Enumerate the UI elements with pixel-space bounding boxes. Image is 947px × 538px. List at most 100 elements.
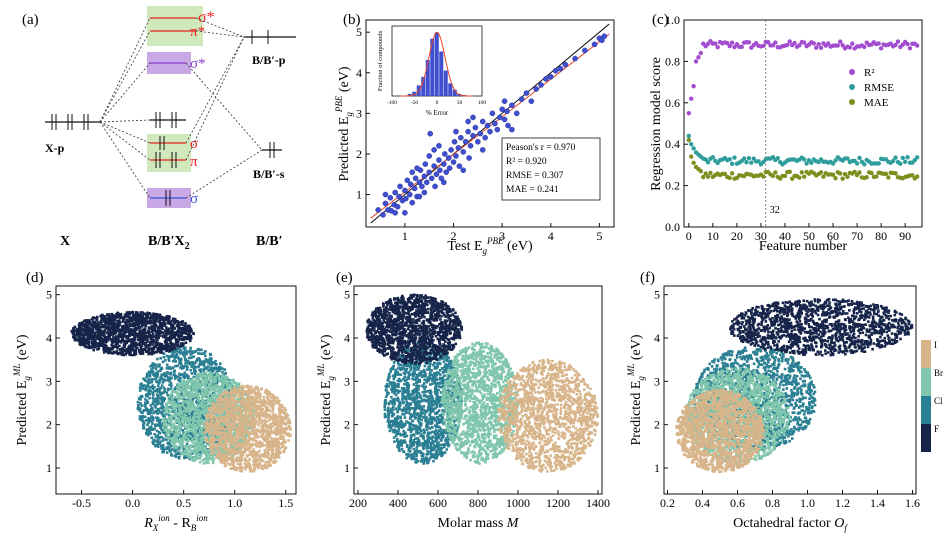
cluster-point-Br bbox=[177, 395, 181, 399]
cluster-point-Br bbox=[186, 400, 190, 403]
cluster-point-Cl bbox=[163, 388, 167, 391]
cluster-point-I bbox=[248, 388, 252, 391]
cluster-point-Br bbox=[213, 398, 217, 401]
cluster-point-Br bbox=[170, 440, 173, 444]
data-point bbox=[404, 177, 411, 184]
series-point bbox=[907, 46, 913, 51]
cluster-point-Br bbox=[178, 425, 182, 428]
cluster-point-I bbox=[265, 396, 269, 399]
cluster-point-I bbox=[235, 409, 238, 413]
cluster-point-Cl bbox=[138, 409, 141, 412]
nonbonding-levels bbox=[150, 112, 186, 128]
sigma-star-symbol: σ* bbox=[198, 9, 215, 26]
cluster-point-Br bbox=[196, 412, 199, 416]
cluster-point-Br bbox=[180, 397, 183, 401]
cluster-point-Cl bbox=[174, 360, 178, 363]
cluster-point-Cl bbox=[140, 394, 143, 398]
cluster-point-Cl bbox=[169, 387, 173, 390]
cluster-point-I bbox=[253, 443, 256, 446]
cluster-point-Cl bbox=[174, 375, 177, 379]
cluster-point-Cl bbox=[181, 428, 185, 432]
cluster-point-I bbox=[239, 454, 242, 458]
cluster-point-Cl bbox=[190, 372, 194, 375]
cluster-point-Cl bbox=[204, 358, 208, 361]
series-point bbox=[902, 159, 908, 165]
cluster-point-Cl bbox=[156, 423, 160, 426]
cluster-point-I bbox=[256, 392, 260, 395]
x-tick-label: 90 bbox=[899, 229, 911, 243]
cluster-point-I bbox=[255, 444, 259, 448]
cluster-point-Cl bbox=[192, 366, 196, 370]
cluster-point-Cl bbox=[158, 390, 162, 394]
cluster-point-Cl bbox=[169, 373, 172, 376]
x-tick-label: 70 bbox=[851, 229, 863, 243]
series-point bbox=[914, 43, 920, 48]
cluster-point-Cl bbox=[172, 398, 176, 401]
cluster-point-Cl bbox=[152, 438, 156, 442]
cluster-point-Cl bbox=[176, 375, 180, 379]
cluster-point-I bbox=[263, 421, 267, 425]
cluster-point-Cl bbox=[191, 434, 194, 438]
cluster-point-I bbox=[244, 467, 247, 471]
cluster-point-I bbox=[264, 452, 267, 455]
cluster-point-I bbox=[231, 396, 234, 400]
cluster-point-Br bbox=[199, 375, 203, 379]
cluster-point-Cl bbox=[161, 360, 165, 364]
cluster-point-I bbox=[228, 413, 232, 416]
series-point bbox=[862, 162, 867, 167]
cluster-point-Cl bbox=[199, 380, 202, 384]
cluster-point-Cl bbox=[155, 416, 158, 419]
cluster-point-Br bbox=[189, 435, 192, 438]
cluster-point-Br bbox=[195, 377, 198, 381]
bonding-sigma2-level bbox=[150, 190, 186, 206]
cluster-point-Cl bbox=[168, 448, 171, 452]
data-point bbox=[443, 169, 450, 176]
data-point bbox=[419, 183, 425, 190]
cluster-point-I bbox=[271, 460, 275, 464]
cluster-point-Br bbox=[203, 400, 207, 404]
cluster-point-I bbox=[283, 429, 286, 433]
cluster-point-Cl bbox=[174, 397, 177, 400]
bonding-pi-level bbox=[150, 152, 186, 168]
cluster-point-Br bbox=[195, 435, 199, 439]
cluster-point-Cl bbox=[150, 436, 154, 440]
panel-a-orbital-diagram: (a) X-p B/B′-p B/B′-s bbox=[22, 6, 296, 252]
cluster-point-Br bbox=[233, 433, 236, 437]
cluster-point-I bbox=[211, 402, 215, 405]
cluster-point-Cl bbox=[181, 353, 185, 357]
cluster-point-Cl bbox=[179, 361, 183, 365]
cluster-point-Cl bbox=[151, 378, 155, 381]
cluster-point-Cl bbox=[168, 441, 172, 444]
cluster-point-Cl bbox=[211, 369, 215, 373]
cluster-point-I bbox=[248, 432, 251, 436]
cluster-point-I bbox=[220, 411, 223, 415]
cluster-point-Cl bbox=[162, 396, 165, 400]
cluster-point-Cl bbox=[199, 362, 203, 366]
data-point bbox=[450, 159, 457, 165]
cluster-point-Br bbox=[211, 381, 214, 384]
cluster-point-Cl bbox=[195, 400, 198, 404]
cluster-point-I bbox=[256, 435, 259, 439]
cluster-point-I bbox=[274, 413, 277, 416]
data-point bbox=[451, 138, 458, 145]
cluster-point-Cl bbox=[165, 366, 169, 370]
cluster-point-Cl bbox=[209, 353, 213, 357]
cluster-point-Cl bbox=[208, 357, 212, 360]
cluster-point-I bbox=[242, 442, 245, 446]
cluster-point-I bbox=[241, 384, 245, 388]
cluster-point-Cl bbox=[159, 356, 163, 360]
cluster-point-I bbox=[258, 407, 262, 410]
cluster-point-Cl bbox=[143, 404, 147, 407]
cluster-point-Cl bbox=[160, 407, 164, 410]
series-point bbox=[727, 43, 732, 49]
cluster-point-I bbox=[214, 407, 218, 410]
cluster-point-Cl bbox=[207, 368, 211, 372]
cluster-point-Cl bbox=[155, 403, 159, 406]
cluster-point-Cl bbox=[160, 444, 163, 448]
cluster-point-I bbox=[252, 448, 256, 451]
cluster-point-Br bbox=[191, 400, 195, 404]
data-point bbox=[392, 189, 398, 196]
cluster-point-Br bbox=[191, 376, 195, 380]
cluster-point-Br bbox=[188, 412, 191, 415]
cluster-point-Cl bbox=[159, 440, 162, 443]
